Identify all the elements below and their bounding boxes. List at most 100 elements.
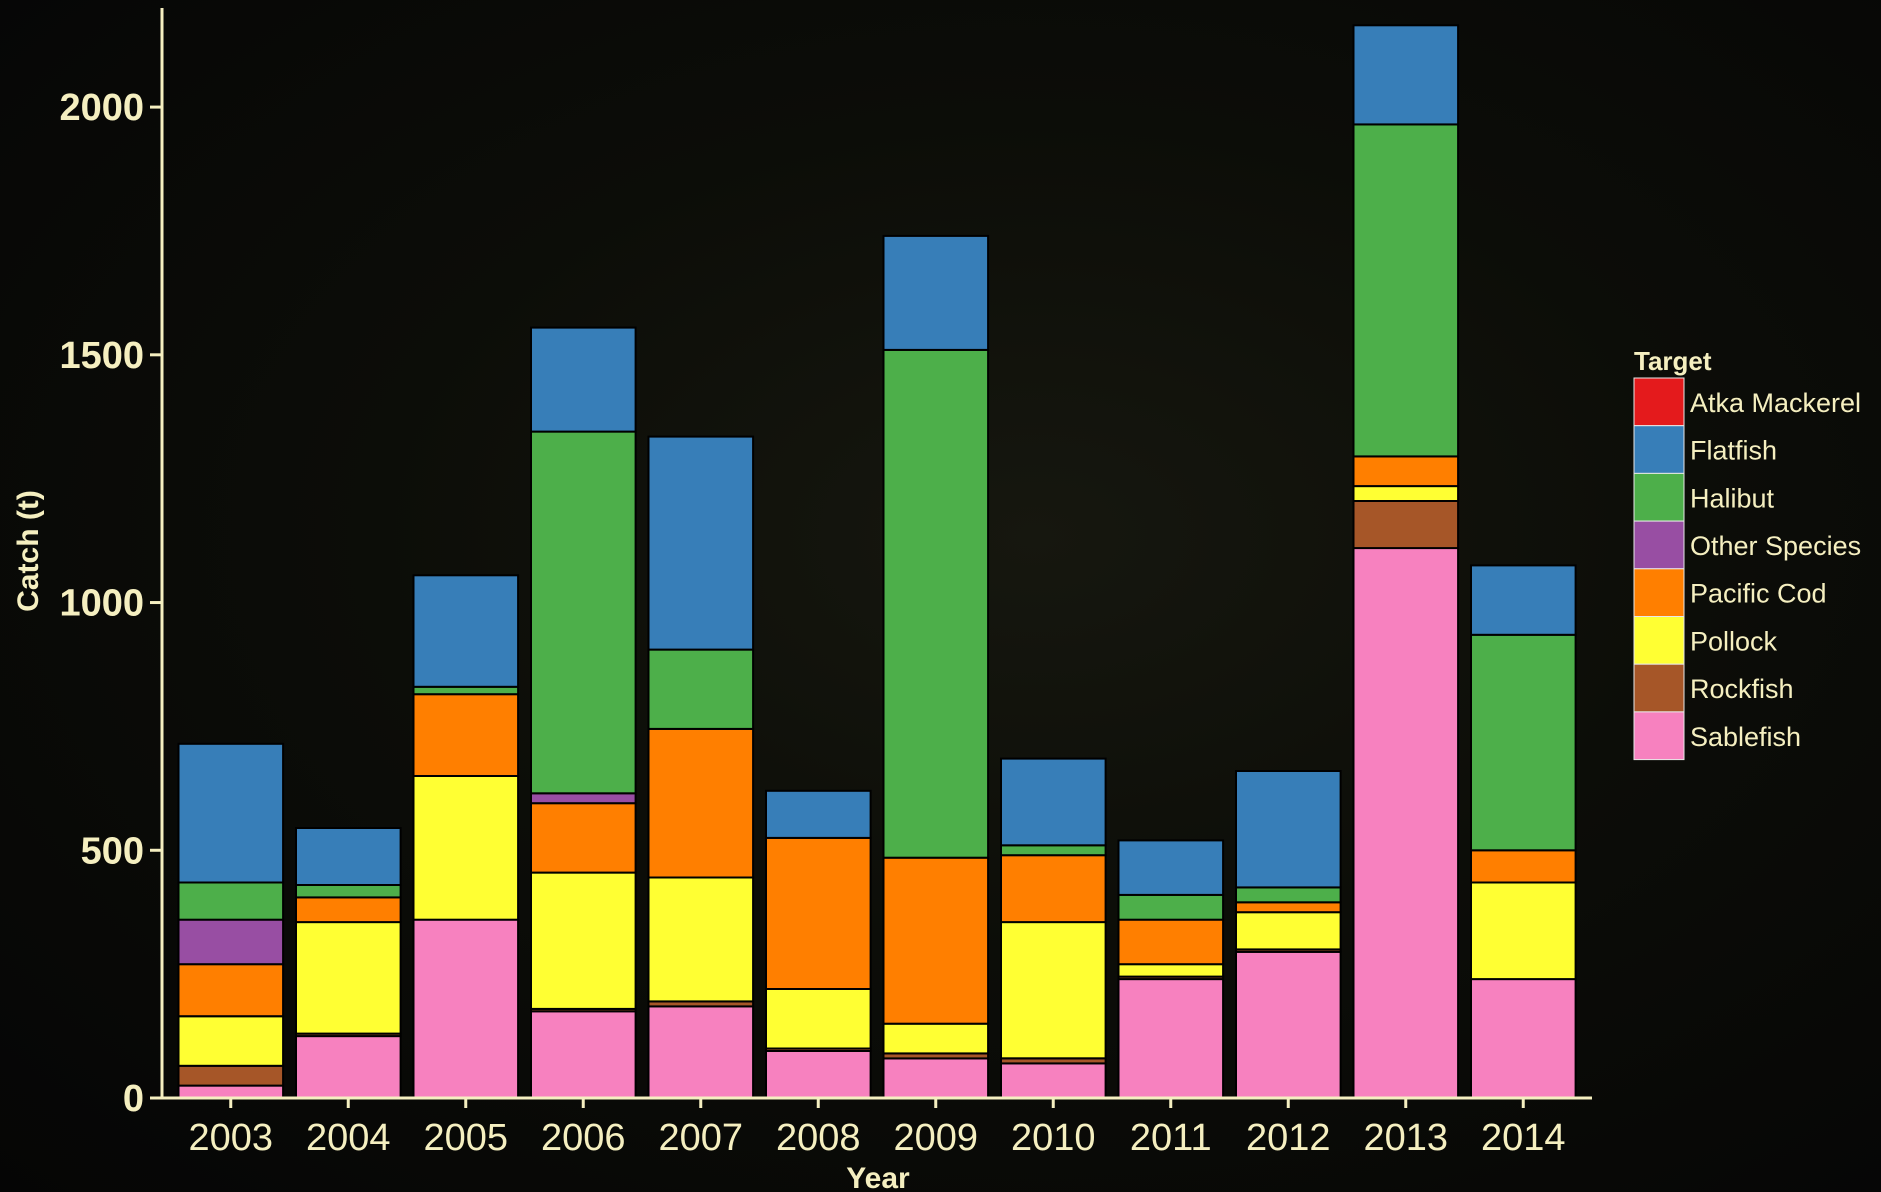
- bar-2003-sablefish: [177, 1084, 285, 1099]
- x-tick-label-2012: 2012: [1246, 1117, 1331, 1159]
- bar-2011-halibut: [1117, 893, 1225, 921]
- bar-2014-pacific-cod: [1470, 849, 1577, 884]
- x-tick-label-2011: 2011: [1130, 1117, 1212, 1159]
- x-tick-label-2005: 2005: [423, 1117, 508, 1159]
- bar-2006-other-species: [530, 792, 637, 805]
- bar-2009-pacific-cod: [882, 856, 990, 1025]
- x-tick-label-2010: 2010: [1011, 1117, 1096, 1159]
- plot-area: 2003 2004 2005 2006 2007 2008 2009 2010 2011 2012…: [59, 8, 1592, 1159]
- bar-2007-halibut: [647, 648, 755, 730]
- y-tick-label-0: 0: [123, 1078, 144, 1120]
- legend-key-pacific-cod: [1633, 568, 1685, 617]
- bar-2013-pollock: [1352, 485, 1460, 503]
- bar-2010-sablefish: [1000, 1062, 1107, 1100]
- x-axis-title: Year: [846, 1162, 910, 1192]
- bar-2006-halibut: [530, 430, 637, 795]
- legend-label-other-species: Other Species: [1690, 531, 1861, 561]
- bar-2012-sablefish: [1235, 950, 1342, 1099]
- bar-2014-pollock: [1470, 881, 1577, 981]
- bar-2014-halibut: [1470, 633, 1577, 852]
- legend: Target Atka Mackerel Flatfish Halibut Other…: [1633, 346, 1861, 761]
- bar-2003-pollock: [177, 1015, 285, 1067]
- legend-key-pollock: [1633, 616, 1685, 665]
- bar-2005-sablefish: [412, 918, 520, 1099]
- bar-2013-halibut: [1352, 123, 1460, 458]
- legend-label-pacific-cod: Pacific Cod: [1690, 579, 1827, 609]
- legend-key-other-species: [1633, 520, 1685, 570]
- bar-2013-flatfish: [1352, 24, 1460, 126]
- bar-2012-pacific-cod: [1235, 901, 1342, 914]
- bar-2007-pacific-cod: [647, 727, 755, 879]
- bar-2006-pollock: [530, 871, 637, 1010]
- y-axis-title: Catch (t): [12, 490, 45, 612]
- bar-2007-pollock: [647, 876, 755, 1003]
- bar-2003-flatfish: [177, 742, 285, 884]
- bar-2005-halibut: [412, 685, 520, 696]
- x-tick-label-2013: 2013: [1363, 1117, 1448, 1159]
- x-tick-label-2004: 2004: [306, 1117, 391, 1159]
- bar-2003-other-species: [177, 918, 285, 966]
- bar-2012-pollock: [1235, 911, 1342, 951]
- bar-2008-sablefish: [765, 1049, 872, 1100]
- bar-2013-rockfish: [1352, 500, 1460, 550]
- bar-2004-pacific-cod: [295, 896, 402, 924]
- bar-2014-flatfish: [1470, 564, 1577, 636]
- legend-label-flatfish: Flatfish: [1690, 436, 1777, 466]
- bar-2006-pacific-cod: [530, 802, 637, 874]
- bar-2003-pacific-cod: [177, 963, 285, 1018]
- legend-label-rockfish: Rockfish: [1690, 674, 1794, 704]
- bar-2009-sablefish: [882, 1057, 990, 1100]
- x-tick-label-2009: 2009: [893, 1117, 978, 1159]
- legend-label-halibut: Halibut: [1690, 483, 1775, 513]
- bar-2005-flatfish: [412, 574, 520, 688]
- legend-key-rockfish: [1633, 663, 1685, 713]
- bar-2011-pacific-cod: [1117, 918, 1225, 966]
- bar-2006-flatfish: [530, 326, 637, 433]
- bar-2010-pacific-cod: [1000, 854, 1107, 924]
- y-tick-label-2000: 2000: [59, 87, 144, 129]
- bar-2011-sablefish: [1117, 978, 1225, 1099]
- x-tick-label-2006: 2006: [541, 1117, 626, 1159]
- legend-key-flatfish: [1633, 425, 1685, 474]
- legend-key-atka-mackerel: [1633, 377, 1685, 427]
- x-tick-label-2014: 2014: [1481, 1117, 1566, 1159]
- bar-2004-pollock: [295, 921, 402, 1035]
- legend-label-pollock: Pollock: [1690, 626, 1778, 656]
- y-tick-label-500: 500: [81, 830, 144, 872]
- bar-2008-flatfish: [765, 789, 872, 839]
- bar-2008-pacific-cod: [765, 836, 872, 991]
- x-tick-label-2007: 2007: [658, 1117, 743, 1159]
- bar-2013-pacific-cod: [1352, 455, 1460, 488]
- y-tick-label-1000: 1000: [59, 583, 144, 625]
- bar-2005-pacific-cod: [412, 693, 520, 778]
- legend-label-atka-mackerel: Atka Mackerel: [1690, 388, 1861, 418]
- bar-2014-sablefish: [1470, 978, 1577, 1099]
- bar-2003-halibut: [177, 881, 285, 921]
- bar-2010-pollock: [1000, 921, 1107, 1060]
- x-tick-label-2003: 2003: [188, 1117, 273, 1159]
- bar-2010-halibut: [1000, 844, 1107, 857]
- bar-2004-halibut: [295, 884, 402, 899]
- bar-2012-halibut: [1235, 886, 1342, 904]
- legend-key-sablefish: [1633, 711, 1685, 761]
- bar-2013-sablefish: [1352, 547, 1460, 1099]
- bar-2009-pollock: [882, 1022, 990, 1055]
- y-tick-label-1500: 1500: [59, 335, 144, 377]
- bar-2007-flatfish: [647, 435, 755, 651]
- bar-2010-flatfish: [1000, 757, 1107, 847]
- bar-2008-pollock: [765, 988, 872, 1050]
- bar-2009-halibut: [882, 348, 990, 859]
- legend-label-sablefish: Sablefish: [1690, 722, 1801, 752]
- bar-2011-pollock: [1117, 963, 1225, 978]
- bar-2007-sablefish: [647, 1005, 755, 1099]
- bar-2005-pollock: [412, 775, 520, 921]
- bar-2004-flatfish: [295, 827, 402, 886]
- bar-2011-flatfish: [1117, 839, 1225, 896]
- bar-2009-flatfish: [882, 234, 990, 351]
- bar-2004-sablefish: [295, 1035, 402, 1099]
- legend-title: Target: [1634, 346, 1712, 376]
- bar-2012-flatfish: [1235, 770, 1342, 889]
- legend-key-halibut: [1633, 472, 1685, 522]
